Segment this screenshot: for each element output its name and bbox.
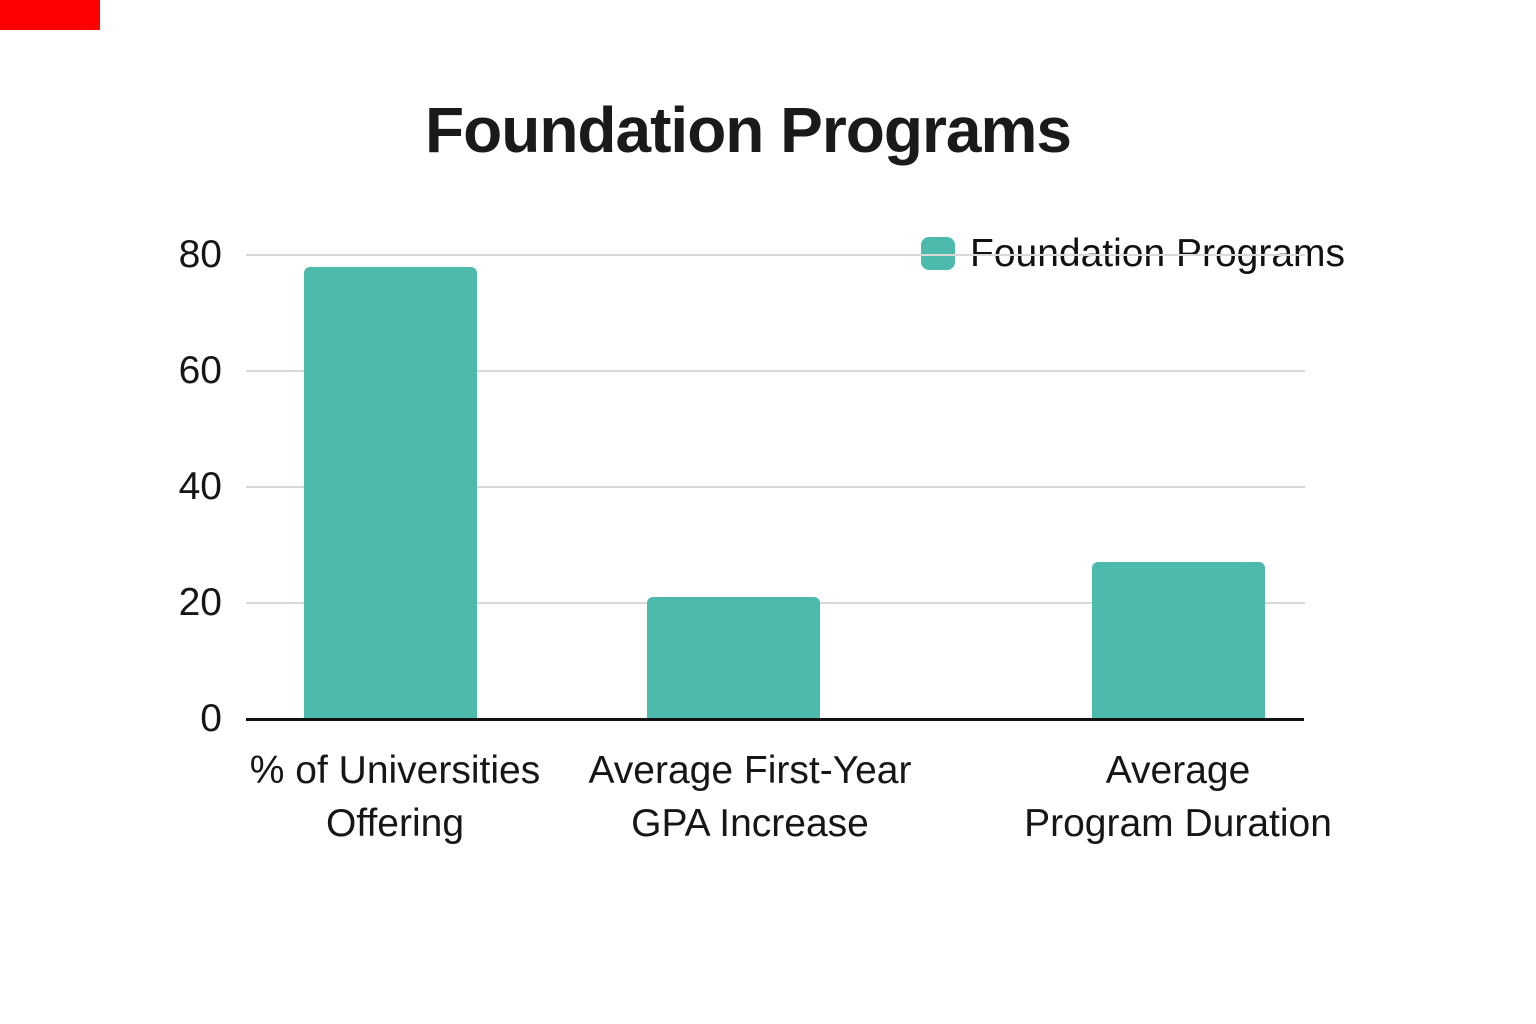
gridline-60 [246,370,1305,372]
legend-label: Foundation Programs [970,232,1346,275]
x-category-label-line: Offering [325,802,465,845]
x-category-label-line: Average [1105,749,1251,792]
y-tick-label-40: 40 [178,465,222,508]
x-category-label-0: % of Universities Offering [175,744,615,850]
x-category-label-line: GPA Increase [631,802,869,845]
x-category-label-line: % of Universities [249,749,541,792]
gridline-40 [246,486,1305,488]
y-tick-label-0: 0 [200,697,222,740]
y-tick-label-80: 80 [178,233,222,276]
chart-title: Foundation Programs [425,94,1072,166]
red-corner-marker [0,0,100,30]
x-category-label-1: Average First-Year GPA Increase [530,744,970,850]
x-category-label-line: Average First-Year [588,749,912,792]
x-category-label-line: Program Duration [1024,802,1332,845]
legend-color-swatch [921,237,955,270]
y-tick-label-60: 60 [178,349,222,392]
bar-average-program-duration [1092,562,1265,719]
bar--of-universities-offering [304,266,477,719]
gridline-80 [246,254,1305,256]
x-category-label-2: Average Program Duration [958,744,1398,850]
bar-average-first-year-gpa-increase [647,597,820,719]
x-axis-line [246,718,1304,721]
chart-legend: Foundation Programs [921,234,1345,273]
y-tick-label-20: 20 [178,581,222,624]
